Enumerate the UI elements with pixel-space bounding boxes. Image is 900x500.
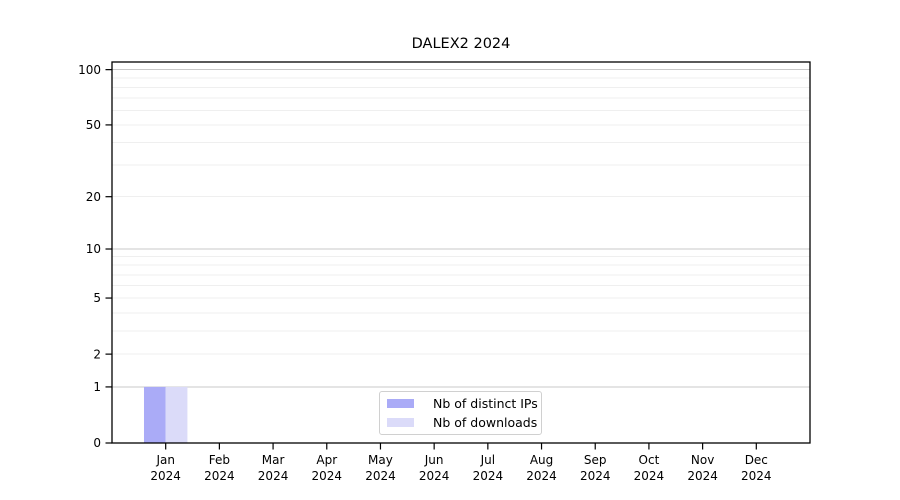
legend-label-distinct-ips: Nb of distinct IPs [433,396,538,411]
y-tick-label: 1 [93,380,101,394]
x-tick-label-year: 2024 [150,469,181,483]
chart-title: DALEX2 2024 [411,36,511,52]
legend: Nb of distinct IPs Nb of downloads [379,391,542,435]
x-tick-label-year: 2024 [258,469,289,483]
legend-item-downloads: Nb of downloads [387,415,538,430]
x-tick-label-year: 2024 [311,469,342,483]
x-tick-label-month: Mar [262,453,285,467]
x-tick-label-year: 2024 [741,469,772,483]
x-tick-label-month: Apr [316,453,337,467]
x-tick-label-month: Nov [691,453,714,467]
x-tick-label-month: Dec [745,453,768,467]
x-tick-label-month: May [368,453,393,467]
y-tick-label: 100 [78,63,101,77]
x-tick-label-month: Jul [480,453,495,467]
legend-label-downloads: Nb of downloads [433,415,538,430]
x-tick-label-year: 2024 [526,469,557,483]
x-tick-label-month: Feb [209,453,230,467]
x-tick-label-year: 2024 [365,469,396,483]
y-tick-label: 10 [86,242,101,256]
x-tick-label-year: 2024 [204,469,235,483]
x-tick-label-year: 2024 [580,469,611,483]
x-tick-label-year: 2024 [687,469,718,483]
x-tick-label-year: 2024 [634,469,665,483]
y-tick-label: 0 [93,436,101,450]
legend-swatch-downloads [387,418,414,427]
plot-frame [111,61,811,444]
y-tick-label: 5 [93,291,101,305]
x-tick-label-month: Sep [584,453,607,467]
y-tick-label: 2 [93,347,101,361]
x-tick-label-month: Jan [155,453,175,467]
legend-swatch-distinct-ips [387,399,414,408]
x-tick-label-year: 2024 [473,469,504,483]
x-tick-label-month: Jun [424,453,444,467]
y-tick-label: 50 [86,118,101,132]
bar-jan-s1 [165,386,188,443]
bar-jan-s0 [143,386,166,443]
x-tick-label-month: Oct [639,453,660,467]
x-tick-label-month: Aug [530,453,553,467]
y-tick-label: 20 [86,190,101,204]
legend-item-distinct-ips: Nb of distinct IPs [387,396,538,411]
x-tick-label-year: 2024 [419,469,450,483]
